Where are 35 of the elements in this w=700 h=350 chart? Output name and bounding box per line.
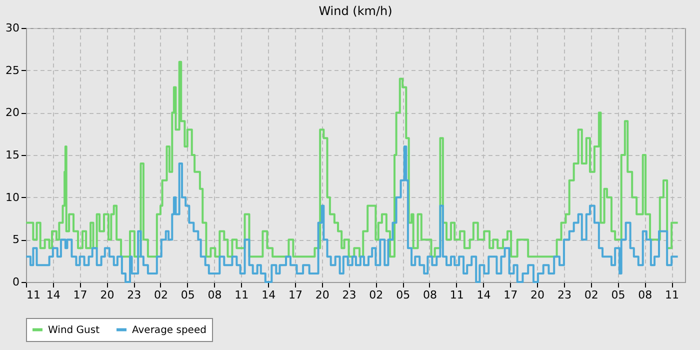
x-tick-label: 14 (476, 288, 491, 302)
legend-label: Wind Gust (48, 324, 100, 336)
x-tick-label: 20 (100, 288, 114, 302)
x-tick-label: 08 (208, 288, 222, 302)
x-tick-label: 02 (154, 288, 168, 302)
x-tick-label: 17 (504, 288, 518, 302)
x-tick-label: 20 (530, 288, 545, 302)
x-tick-label: 23 (342, 288, 356, 302)
y-tick-label: 25 (6, 64, 20, 77)
y-tick-label: 20 (6, 106, 20, 120)
x-tick-label: 02 (584, 288, 598, 302)
y-tick-label: 30 (6, 22, 20, 34)
chart-title: Wind (km/h) (318, 4, 392, 18)
x-tick-label: 11 (450, 288, 464, 302)
x-tick-label: 08 (638, 288, 652, 302)
x-tick-label: 14 (46, 288, 60, 302)
x-tick-label: 02 (369, 288, 384, 302)
x-tick-label: 05 (611, 288, 626, 302)
x-tick-label: 08 (422, 288, 437, 302)
y-tick-label: 10 (6, 190, 20, 204)
y-tick-label: 0 (12, 276, 20, 288)
legend-label: Average speed (132, 324, 206, 336)
x-tick-label: 05 (396, 288, 410, 302)
x-tick-label: 20 (315, 288, 330, 302)
x-tick-label: 11 (665, 288, 680, 302)
y-tick-label: 5 (12, 233, 20, 246)
x-tick-label: 17 (288, 288, 302, 302)
x-tick-label: 14 (262, 288, 276, 302)
x-tick-label: 23 (127, 288, 142, 302)
x-tick-label: 17 (73, 288, 88, 302)
x-tick-label: 05 (180, 288, 195, 302)
x-tick-label: 11 (26, 288, 40, 302)
x-tick-label: 11 (234, 288, 249, 302)
y-tick-label: 15 (6, 148, 20, 162)
x-tick-label: 23 (557, 288, 572, 302)
